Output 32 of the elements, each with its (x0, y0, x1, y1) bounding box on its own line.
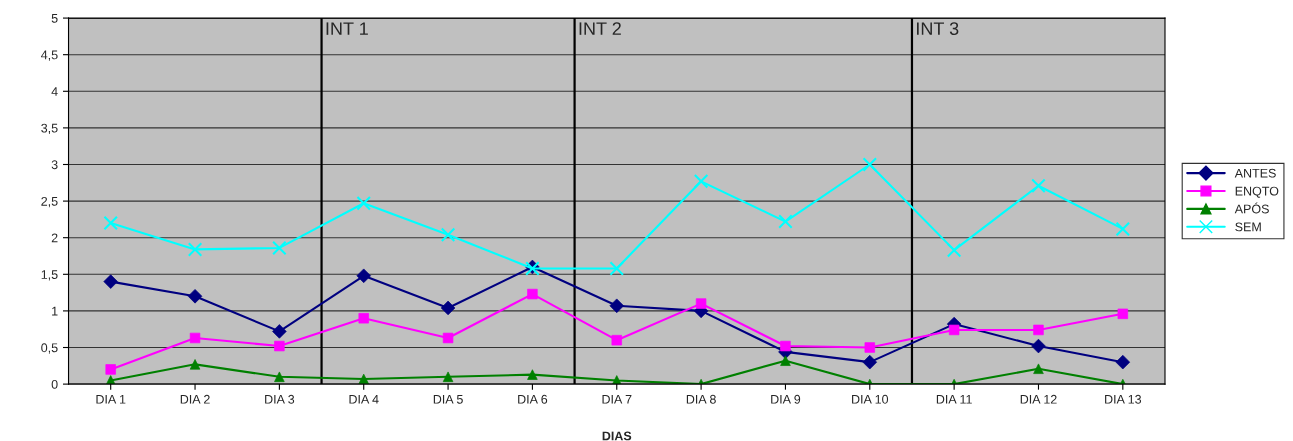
annotation: INT 1 (326, 22, 368, 35)
x-tick-label: DIA 4 (349, 394, 379, 404)
x-tick-label: DIA 13 (1105, 394, 1142, 404)
x-tick-label: DIA 6 (518, 394, 548, 404)
y-tick-label: 0 (51, 379, 58, 389)
y-tick-label: 0,5 (41, 343, 58, 354)
y-tick-label: 3 (51, 160, 58, 170)
x-tick-label: DIA 10 (852, 394, 889, 404)
x-tick-label: DIA 2 (180, 394, 210, 404)
legend-label: SEM (1235, 222, 1261, 232)
y-tick-label: 2,5 (41, 196, 58, 208)
y-tick-label: 1,5 (41, 270, 58, 281)
x-tick-label: DIA 9 (771, 394, 801, 404)
x-tick-label: DIA 12 (1020, 394, 1057, 404)
y-tick-label: 4,5 (41, 50, 58, 61)
legend-label: APÓS (1234, 202, 1269, 214)
x-tick-label: DIA 11 (936, 394, 972, 404)
x-tick-label: DIA 8 (686, 394, 716, 404)
y-tick-label: 5 (51, 14, 58, 23)
legend-label: ANTES (1234, 168, 1276, 178)
legend-label: ENQTO (1235, 186, 1279, 198)
annotation: INT 2 (579, 22, 621, 35)
x-tick-label: DIA 5 (433, 394, 463, 404)
y-tick-label: 1 (52, 306, 58, 316)
y-tick-label: 4 (51, 87, 58, 96)
y-tick-label: 3,5 (41, 123, 58, 135)
x-tick-label: DIA 3 (265, 394, 295, 404)
x-tick-label: DIA 7 (602, 394, 632, 404)
y-tick-label: 2 (51, 233, 58, 243)
x-axis-title: DIAS (602, 431, 632, 441)
annotation: INT 3 (917, 22, 959, 35)
x-tick-label: DIA 1 (96, 394, 126, 404)
